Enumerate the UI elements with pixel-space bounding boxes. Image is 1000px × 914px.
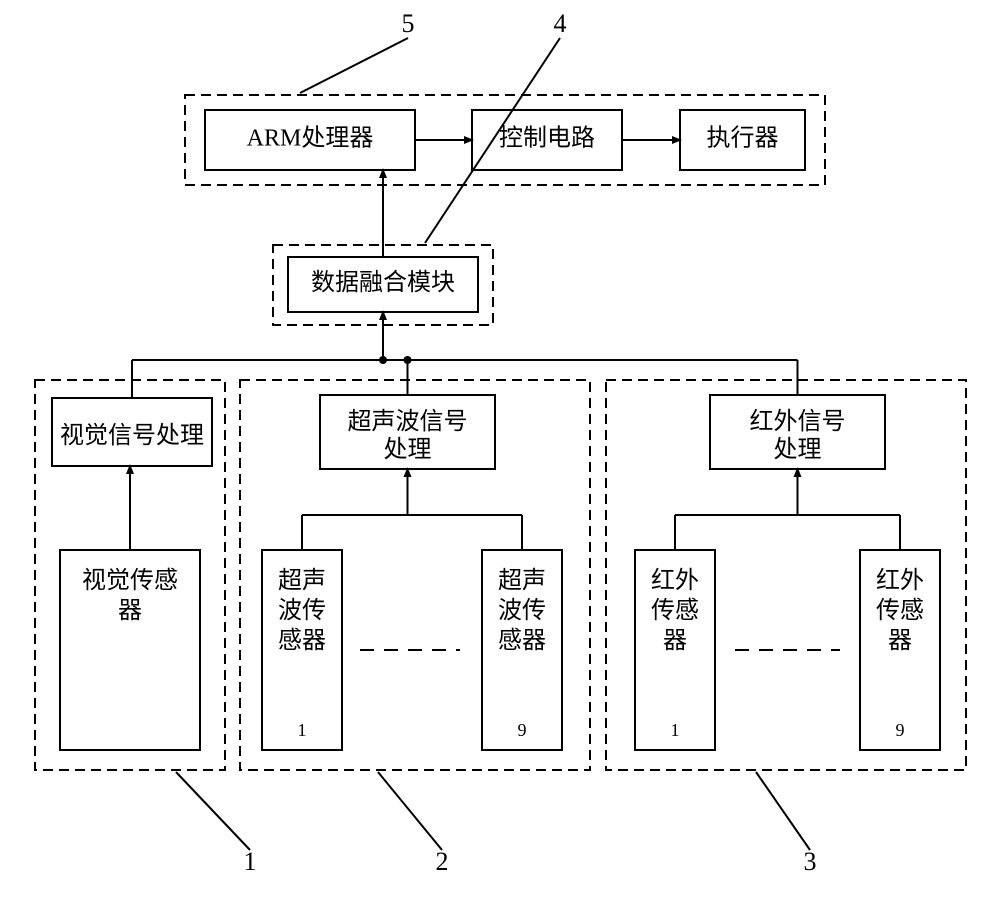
ir-sensor-1-vl1: 传感	[651, 597, 699, 624]
ultrasonic-sensor-9-vl2: 感器	[498, 627, 546, 654]
leader-a1	[176, 772, 250, 850]
annotation-a3: 3	[804, 847, 817, 876]
ir-proc-line1: 处理	[774, 436, 822, 463]
ir-sensor-9-vl1: 传感	[876, 597, 924, 624]
ultrasonic-sensor-9-vl1: 波传	[498, 597, 546, 624]
fusion-module-label: 数据融合模块	[311, 269, 455, 296]
ir-sensor-1-vl2: 器	[663, 628, 687, 654]
vision-sensor-vl0: 视觉传感	[82, 567, 178, 594]
ir-proc-line0: 红外信号	[750, 408, 846, 435]
annotation-a2: 2	[436, 847, 449, 876]
executor-label: 执行器	[707, 125, 779, 152]
ir-sensor-1-sub: 1	[671, 720, 680, 740]
ir-sensor-9-vl0: 红外	[876, 567, 924, 594]
annotation-a4: 4	[554, 9, 567, 38]
ultrasonic-sensor-1-vl1: 波传	[278, 597, 326, 624]
annotation-a5: 5	[402, 9, 415, 38]
block-diagram: ARM处理器控制电路执行器数据融合模块视觉信号处理超声波信号处理红外信号处理视觉…	[0, 0, 1000, 909]
ultrasonic-proc-line0: 超声波信号	[348, 408, 468, 435]
annotation-a1: 1	[244, 847, 257, 876]
arm-processor-label: ARM处理器	[247, 125, 374, 152]
vision-proc-line0: 视觉信号处理	[60, 422, 204, 449]
control-circuit-label: 控制电路	[499, 125, 595, 152]
leader-a5	[300, 38, 408, 93]
leader-a3	[756, 772, 810, 850]
ultrasonic-sensor-9-sub: 9	[518, 720, 527, 740]
ir-sensor-1-vl0: 红外	[651, 567, 699, 594]
ultrasonic-sensor-1-vl2: 感器	[278, 627, 326, 654]
ultrasonic-sensor-1-vl0: 超声	[278, 567, 326, 594]
ultrasonic-sensor-9-vl0: 超声	[498, 567, 546, 594]
ir-sensor-9-sub: 9	[896, 720, 905, 740]
ultrasonic-sensor-1-sub: 1	[298, 720, 307, 740]
ir-sensor-9-vl2: 器	[888, 628, 912, 654]
ultrasonic-proc-line1: 处理	[384, 436, 432, 463]
vision-sensor-vl1: 器	[118, 598, 142, 624]
leader-a2	[378, 772, 442, 850]
